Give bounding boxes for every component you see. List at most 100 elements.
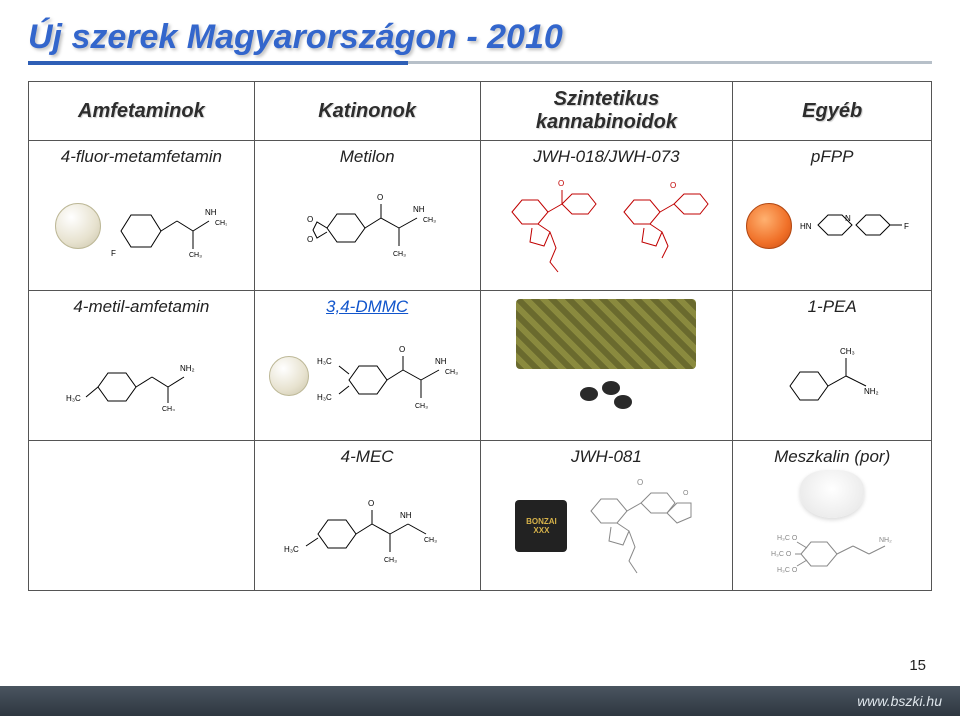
cell-label[interactable]: 3,4-DMMC (263, 297, 472, 317)
slide: Új szerek Magyarországon - 2010 Amfetami… (0, 0, 960, 716)
substances-table: Amfetaminok Katinonok Szintetikus kannab… (28, 81, 932, 591)
cell-body: F NH CH₃ CH₃ (37, 169, 246, 282)
molecule-structure: O (612, 176, 712, 276)
svg-text:H₃C O: H₃C O (771, 551, 792, 558)
cell-1-pea: 1-PEA CH₃ NH₂ (733, 291, 932, 441)
svg-text:NH: NH (400, 511, 412, 520)
molecule-structure: HN N F (798, 201, 918, 251)
cell-label: JWH-018/JWH-073 (489, 147, 725, 167)
svg-text:O: O (637, 478, 643, 487)
svg-text:O: O (377, 193, 383, 202)
svg-text:O: O (399, 345, 405, 354)
cell-4-fluor-metamfetamin: 4-fluor-metamfetamin F NH CH₃ CH₃ (29, 141, 255, 291)
cell-body: BONZAIXXX O O (489, 469, 725, 582)
svg-text:CH₃: CH₃ (840, 347, 855, 356)
title-divider (28, 61, 932, 67)
resin-photo (574, 377, 638, 412)
molecule-structure: O (500, 176, 600, 276)
svg-text:CH₃: CH₃ (189, 252, 202, 259)
svg-text:HN: HN (800, 222, 812, 231)
cell-label: pFPP (741, 147, 923, 167)
col-header-katinonok: Katinonok (254, 82, 480, 141)
molecule-structure: O O (577, 471, 697, 581)
cell-body: CH₃ NH₂ (741, 319, 923, 432)
molecule-structure: H₃C H₃C O NH CH₃ CH₃ (315, 336, 465, 416)
svg-text:O: O (307, 215, 313, 224)
cell-cannabinoid-photo (480, 291, 733, 441)
svg-text:O: O (558, 179, 564, 188)
svg-text:O: O (368, 499, 374, 508)
cell-label: 1-PEA (741, 297, 923, 317)
cell-jwh-018-073: JWH-018/JWH-073 O (480, 141, 733, 291)
cell-body (489, 299, 725, 412)
svg-text:CH₃: CH₃ (445, 369, 458, 376)
svg-text:N: N (845, 214, 851, 223)
svg-text:NH₂: NH₂ (180, 364, 195, 373)
cell-label: 4-fluor-metamfetamin (37, 147, 246, 167)
svg-text:CH₃: CH₃ (215, 220, 227, 227)
page-title: Új szerek Magyarországon - 2010 (28, 18, 932, 57)
pill-photo (55, 203, 101, 249)
svg-text:NH: NH (435, 357, 447, 366)
svg-text:NH₂: NH₂ (864, 387, 879, 396)
svg-text:H₃C O: H₃C O (777, 535, 798, 542)
svg-text:H₃C: H₃C (317, 357, 332, 366)
svg-text:H₃C: H₃C (66, 394, 81, 403)
cell-pfpp: pFPP HN N F (733, 141, 932, 291)
cell-meszkalin: Meszkalin (por) H₃C O H₃C O H₃C O NH₂ (733, 441, 932, 591)
svg-text:CH₃: CH₃ (424, 537, 437, 544)
table-row: 4-fluor-metamfetamin F NH CH₃ CH₃ Metilo (29, 141, 932, 291)
svg-text:H₃C: H₃C (284, 545, 299, 554)
table-header-row: Amfetaminok Katinonok Szintetikus kannab… (29, 82, 932, 141)
cell-body: O O (489, 169, 725, 282)
footer-url: www.bszki.hu (857, 693, 942, 709)
molecule-structure: CH₃ NH₂ (772, 336, 892, 416)
pill-photo (269, 356, 309, 396)
cell-label: Meszkalin (por) (741, 447, 923, 467)
svg-text:O: O (683, 490, 689, 497)
svg-text:CH₃: CH₃ (423, 217, 436, 224)
cell-body: H₃C NH₂ CH₃ (37, 319, 246, 432)
herb-photo (516, 299, 696, 369)
footer-bar: www.bszki.hu (0, 686, 960, 716)
svg-text:CH₃: CH₃ (384, 557, 397, 564)
svg-text:CH₃: CH₃ (162, 406, 175, 411)
svg-text:NH₂: NH₂ (879, 537, 892, 544)
svg-text:H₃C O: H₃C O (777, 567, 798, 574)
svg-text:F: F (111, 249, 116, 258)
cell-jwh-081: JWH-081 BONZAIXXX O O (480, 441, 733, 591)
package-photo: BONZAIXXX (515, 500, 567, 552)
table-row: 4-MEC H₃C O NH CH₃ CH₃ (29, 441, 932, 591)
cell-body: H₃C O H₃C O H₃C O NH₂ (741, 469, 923, 582)
molecule-structure: H₃C O H₃C O H₃C O NH₂ (767, 522, 897, 582)
molecule-structure: H₃C NH₂ CH₃ (66, 341, 216, 411)
cell-body: O O O NH CH₃ CH₃ (263, 169, 472, 282)
cell-body: H₃C O NH CH₃ CH₃ (263, 469, 472, 582)
svg-text:O: O (307, 235, 313, 244)
svg-text:CH₃: CH₃ (415, 403, 428, 410)
cell-body: H₃C H₃C O NH CH₃ CH₃ (263, 319, 472, 432)
col-header-egyeb: Egyéb (733, 82, 932, 141)
cell-body: HN N F (741, 169, 923, 282)
svg-text:CH₃: CH₃ (393, 251, 406, 258)
cell-label: JWH-081 (489, 447, 725, 467)
molecule-structure: H₃C O NH CH₃ CH₃ (282, 486, 452, 566)
svg-text:NH: NH (205, 208, 217, 217)
col-header-kannabinoidok: Szintetikus kannabinoidok (480, 82, 733, 141)
cell-3-4-dmmc: 3,4-DMMC H₃C H₃C O NH CH₃ CH₃ (254, 291, 480, 441)
page-number: 15 (909, 657, 926, 674)
svg-text:O: O (670, 181, 676, 190)
cell-4-mec: 4-MEC H₃C O NH CH₃ CH₃ (254, 441, 480, 591)
svg-text:NH: NH (413, 205, 425, 214)
molecule-structure: O O O NH CH₃ CH₃ (287, 186, 447, 266)
cell-4-metil-amfetamin: 4-metil-amfetamin H₃C NH₂ CH₃ (29, 291, 255, 441)
svg-text:H₃C: H₃C (317, 393, 332, 402)
powder-photo (800, 470, 864, 518)
cell-label: 4-MEC (263, 447, 472, 467)
col-header-amfetaminok: Amfetaminok (29, 82, 255, 141)
molecule-structure: F NH CH₃ CH₃ (107, 191, 227, 261)
svg-text:F: F (904, 222, 909, 231)
table-row: 4-metil-amfetamin H₃C NH₂ CH₃ 3,4-DMMC (29, 291, 932, 441)
pill-photo (746, 203, 792, 249)
cell-label: Metilon (263, 147, 472, 167)
